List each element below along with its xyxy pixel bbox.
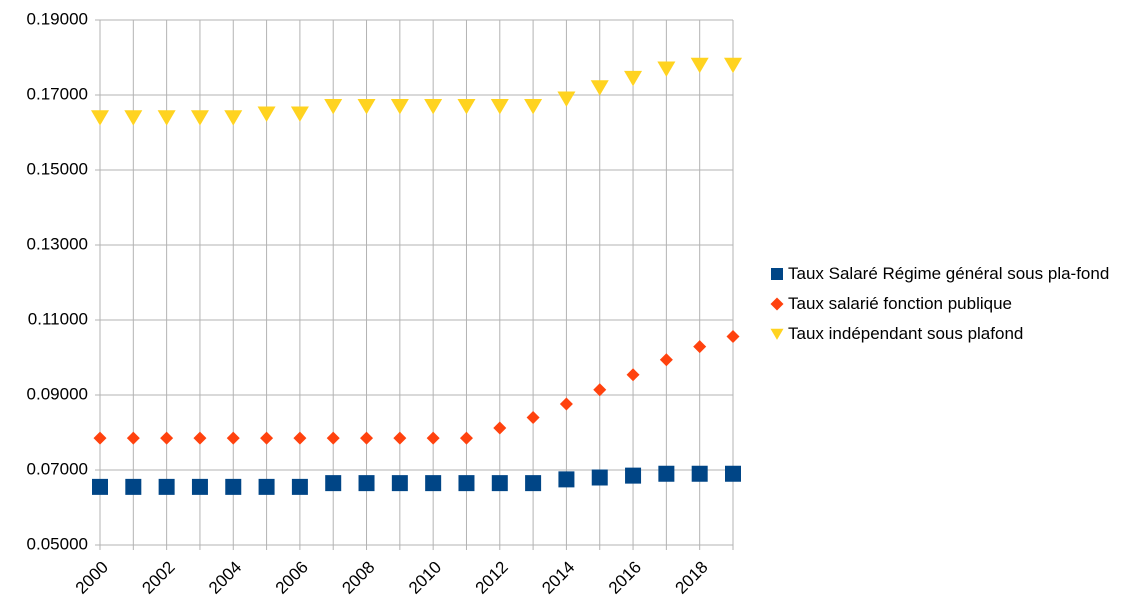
marker-diamond [260,431,274,445]
marker-square [425,475,442,492]
x-tick-label: 2004 [205,558,245,598]
marker-diamond [459,431,473,445]
x-tick-label: 2006 [272,558,312,598]
marker-square [358,475,375,492]
marker-square [391,475,408,492]
y-tick-label: 0.11000 [28,309,88,328]
marker-square [458,475,475,492]
marker-diamond [126,431,140,445]
marker-diamond [393,431,407,445]
marker-diamond [326,431,340,445]
marker-triangle [457,99,476,115]
x-tick-label: 2014 [538,558,578,598]
legend: Taux Salaré Régime général sous pla-fond… [770,264,1140,354]
marker-triangle [257,106,276,122]
marker-diamond [526,411,540,424]
legend-item: Taux indépendant sous plafond [770,324,1140,344]
marker-diamond [360,431,374,445]
marker-diamond [293,431,307,445]
marker-diamond [160,431,174,445]
marker-diamond [770,297,784,311]
y-tick-label: 0.13000 [27,234,88,253]
legend-label: Taux Salaré Régime général sous pla-fond [788,264,1110,283]
marker-triangle [157,110,176,126]
legend-swatch [771,268,783,280]
x-tick-label: 2000 [72,558,112,598]
marker-triangle [190,110,209,126]
marker-square [158,478,175,495]
marker-square [525,475,542,492]
marker-diamond [593,383,607,397]
x-tick-label: 2002 [138,558,178,598]
marker-square [658,465,675,482]
marker-diamond [726,330,740,343]
marker-square [591,469,608,486]
marker-triangle [424,99,443,115]
marker-triangle [590,80,609,96]
legend-swatch [770,328,784,340]
marker-square [92,478,108,495]
legend-label: Taux indépendant sous plafond [788,324,1024,343]
marker-triangle [224,110,243,126]
marker-triangle [690,57,709,74]
y-tick-label: 0.17000 [27,84,88,103]
marker-triangle [724,57,742,74]
x-tick-label: 2012 [472,558,512,598]
marker-diamond [226,431,240,445]
y-tick-label: 0.19000 [27,9,88,28]
marker-triangle [124,110,143,126]
marker-triangle [91,110,109,126]
marker-square [625,467,642,484]
marker-square [325,475,342,492]
marker-diamond [693,340,707,354]
y-tick-label: 0.15000 [27,159,88,178]
marker-square [771,268,783,280]
marker-square [491,475,508,492]
marker-triangle [390,99,409,115]
legend-label: Taux salarié fonction publique [788,294,1012,313]
marker-triangle [557,91,576,107]
marker-diamond [626,368,640,382]
marker-square [725,465,741,482]
marker-triangle [524,99,543,115]
marker-square [258,478,275,495]
marker-diamond [193,431,207,445]
legend-swatch [770,297,784,311]
marker-triangle [657,61,676,77]
legend-item: Taux Salaré Régime général sous pla-fond [770,264,1140,284]
marker-square [691,465,708,482]
y-tick-label: 0.07000 [27,459,88,478]
marker-square [191,478,208,495]
x-tick-label: 2018 [672,558,712,598]
x-tick-label: 2016 [605,558,645,598]
marker-diamond [426,431,440,445]
marker-diamond [493,421,507,435]
y-tick-label: 0.09000 [27,384,88,403]
marker-square [291,478,308,495]
x-tick-label: 2010 [405,558,445,598]
marker-triangle [490,99,509,115]
legend-item: Taux salarié fonction publique [770,294,1140,314]
marker-triangle [290,106,309,122]
x-tick-label: 2008 [338,558,378,598]
marker-diamond [93,431,107,445]
marker-triangle [624,70,643,87]
marker-square [558,471,575,488]
marker-triangle [770,328,784,340]
marker-diamond [659,353,673,367]
marker-diamond [559,397,573,411]
marker-square [125,478,142,495]
marker-square [225,478,242,495]
y-tick-label: 0.05000 [27,534,88,553]
marker-triangle [324,99,343,115]
marker-triangle [357,99,376,115]
